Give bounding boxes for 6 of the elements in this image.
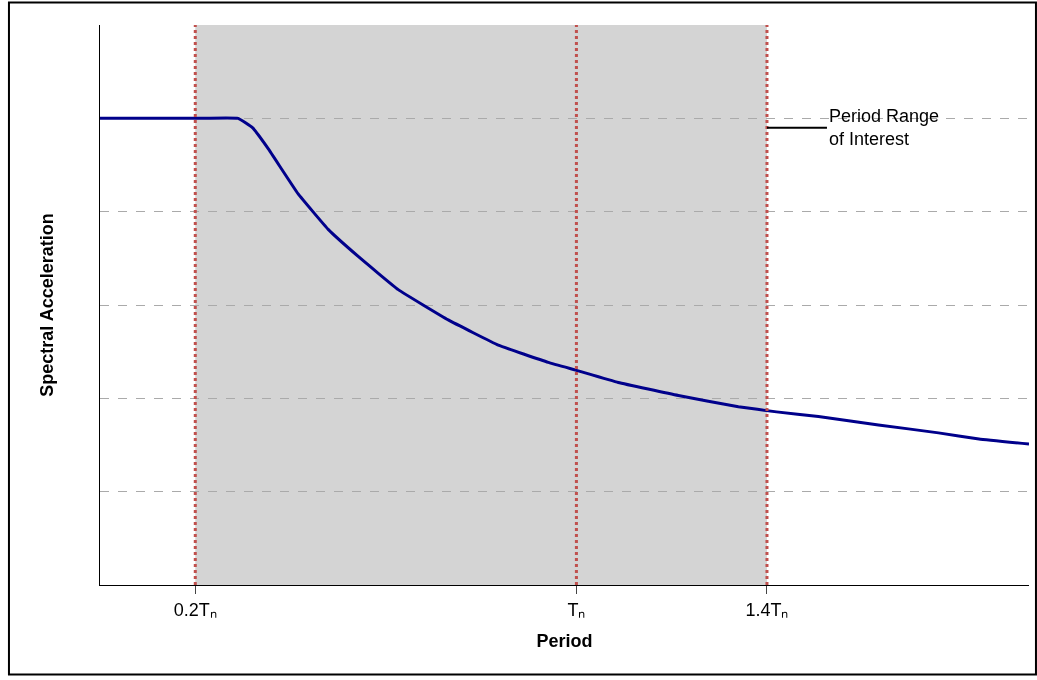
x-tick-label: 0.2Tₙ [173,599,217,620]
y-axis-title: Spectral Acceleration [37,213,58,397]
band-label: Period Range of Interest [829,106,940,150]
x-tick-label: 1.4Tₙ [745,599,789,620]
x-axis-title: Period [536,630,593,651]
x-tick-label: Tₙ [567,599,586,620]
